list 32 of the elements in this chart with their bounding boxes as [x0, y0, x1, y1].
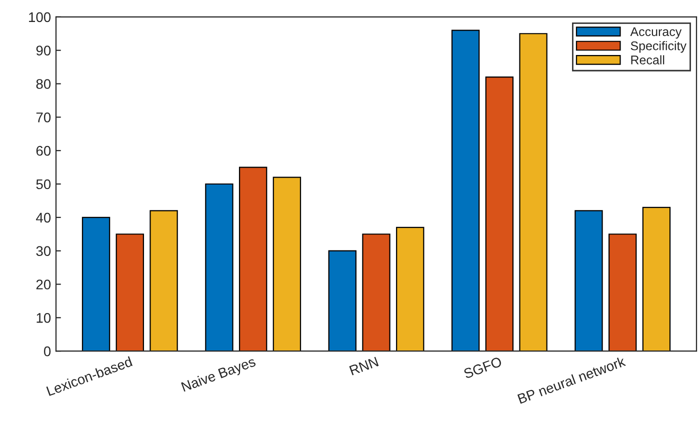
legend-label: Accuracy: [630, 27, 682, 39]
bar: [485, 76, 514, 352]
y-tick-label: 30: [36, 246, 51, 256]
bar: [238, 166, 268, 352]
bar: [574, 210, 603, 352]
y-tick-label: 70: [36, 112, 51, 122]
bar: [519, 33, 548, 352]
y-tick-label: 40: [36, 212, 51, 223]
y-tick-label: 80: [36, 79, 51, 89]
bar: [116, 234, 144, 352]
y-tick-label: 20: [36, 280, 51, 290]
bar: [642, 206, 671, 352]
bar: [328, 250, 356, 352]
bar: [150, 210, 178, 352]
y-tick-label: 60: [36, 146, 51, 156]
bar: [272, 176, 302, 352]
y-tick-label: 50: [36, 179, 51, 190]
y-tick-label: 0: [44, 346, 51, 356]
legend-label: Specificity: [630, 41, 686, 53]
y-tick-label: 10: [36, 313, 51, 323]
bar: [396, 226, 424, 352]
bar: [451, 30, 480, 352]
x-tick-label: RNN: [349, 356, 379, 376]
y-tick-label: 100: [29, 12, 51, 22]
bar: [205, 183, 234, 352]
legend-label: Recall: [631, 55, 664, 64]
bar: [362, 234, 390, 352]
x-tick-label: SGFO: [463, 356, 502, 379]
bar: [608, 234, 637, 352]
x-tick-label: Naive Bayes: [180, 356, 258, 394]
y-tick-label: 90: [36, 46, 51, 56]
bar: [82, 216, 110, 352]
